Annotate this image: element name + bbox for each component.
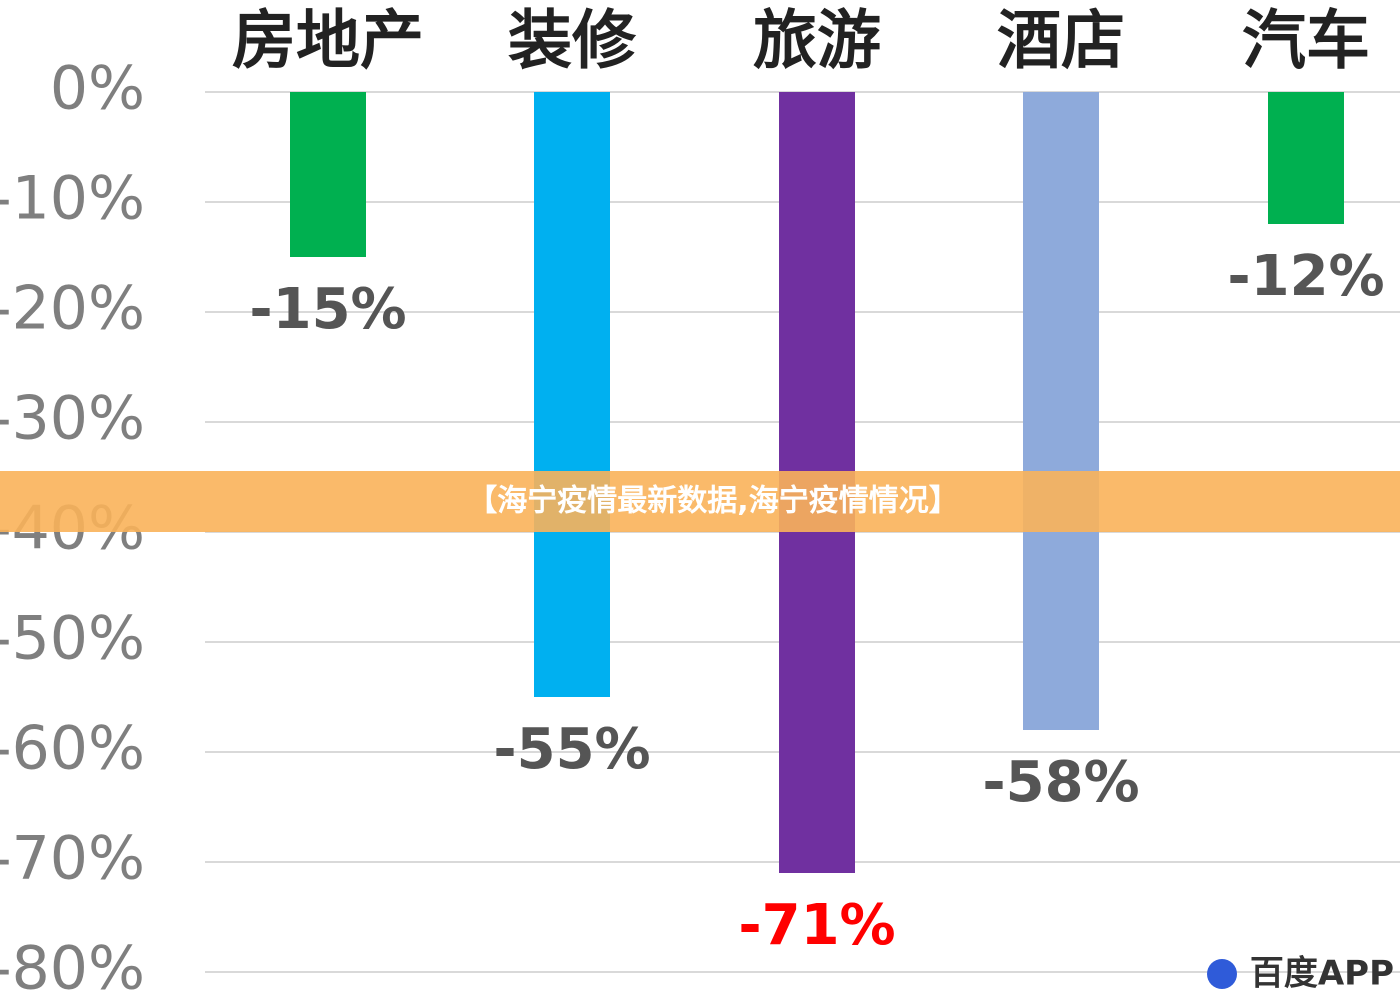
y-tick-label: -10% bbox=[0, 164, 145, 234]
value-label: -15% bbox=[249, 277, 406, 342]
watermark: 百度APP bbox=[1250, 954, 1394, 994]
bar bbox=[534, 92, 610, 697]
value-label: -71% bbox=[738, 893, 895, 958]
y-tick-label: -60% bbox=[0, 714, 145, 784]
y-tick-label: -20% bbox=[0, 274, 145, 344]
category-label: 旅游 bbox=[753, 5, 881, 79]
banner-text: 【海宁疫情最新数据,海宁疫情情况】 bbox=[467, 484, 958, 519]
y-tick-label: 0% bbox=[50, 54, 145, 124]
category-label: 酒店 bbox=[997, 5, 1125, 79]
watermark-icon bbox=[1207, 959, 1237, 989]
category-label: 房地产 bbox=[232, 5, 424, 79]
bar bbox=[290, 92, 366, 257]
value-label: -55% bbox=[493, 717, 650, 782]
category-label: 汽车 bbox=[1242, 5, 1370, 79]
y-tick-label: -30% bbox=[0, 384, 145, 454]
bar bbox=[1268, 92, 1344, 224]
category-label: 装修 bbox=[508, 5, 637, 79]
value-label: -58% bbox=[982, 750, 1139, 815]
y-tick-label: -50% bbox=[0, 604, 145, 674]
y-tick-label: -70% bbox=[0, 824, 145, 894]
y-tick-label: -80% bbox=[0, 934, 145, 1004]
bar bbox=[1023, 92, 1099, 730]
value-label: -12% bbox=[1227, 244, 1384, 309]
banner-background bbox=[0, 471, 1400, 532]
